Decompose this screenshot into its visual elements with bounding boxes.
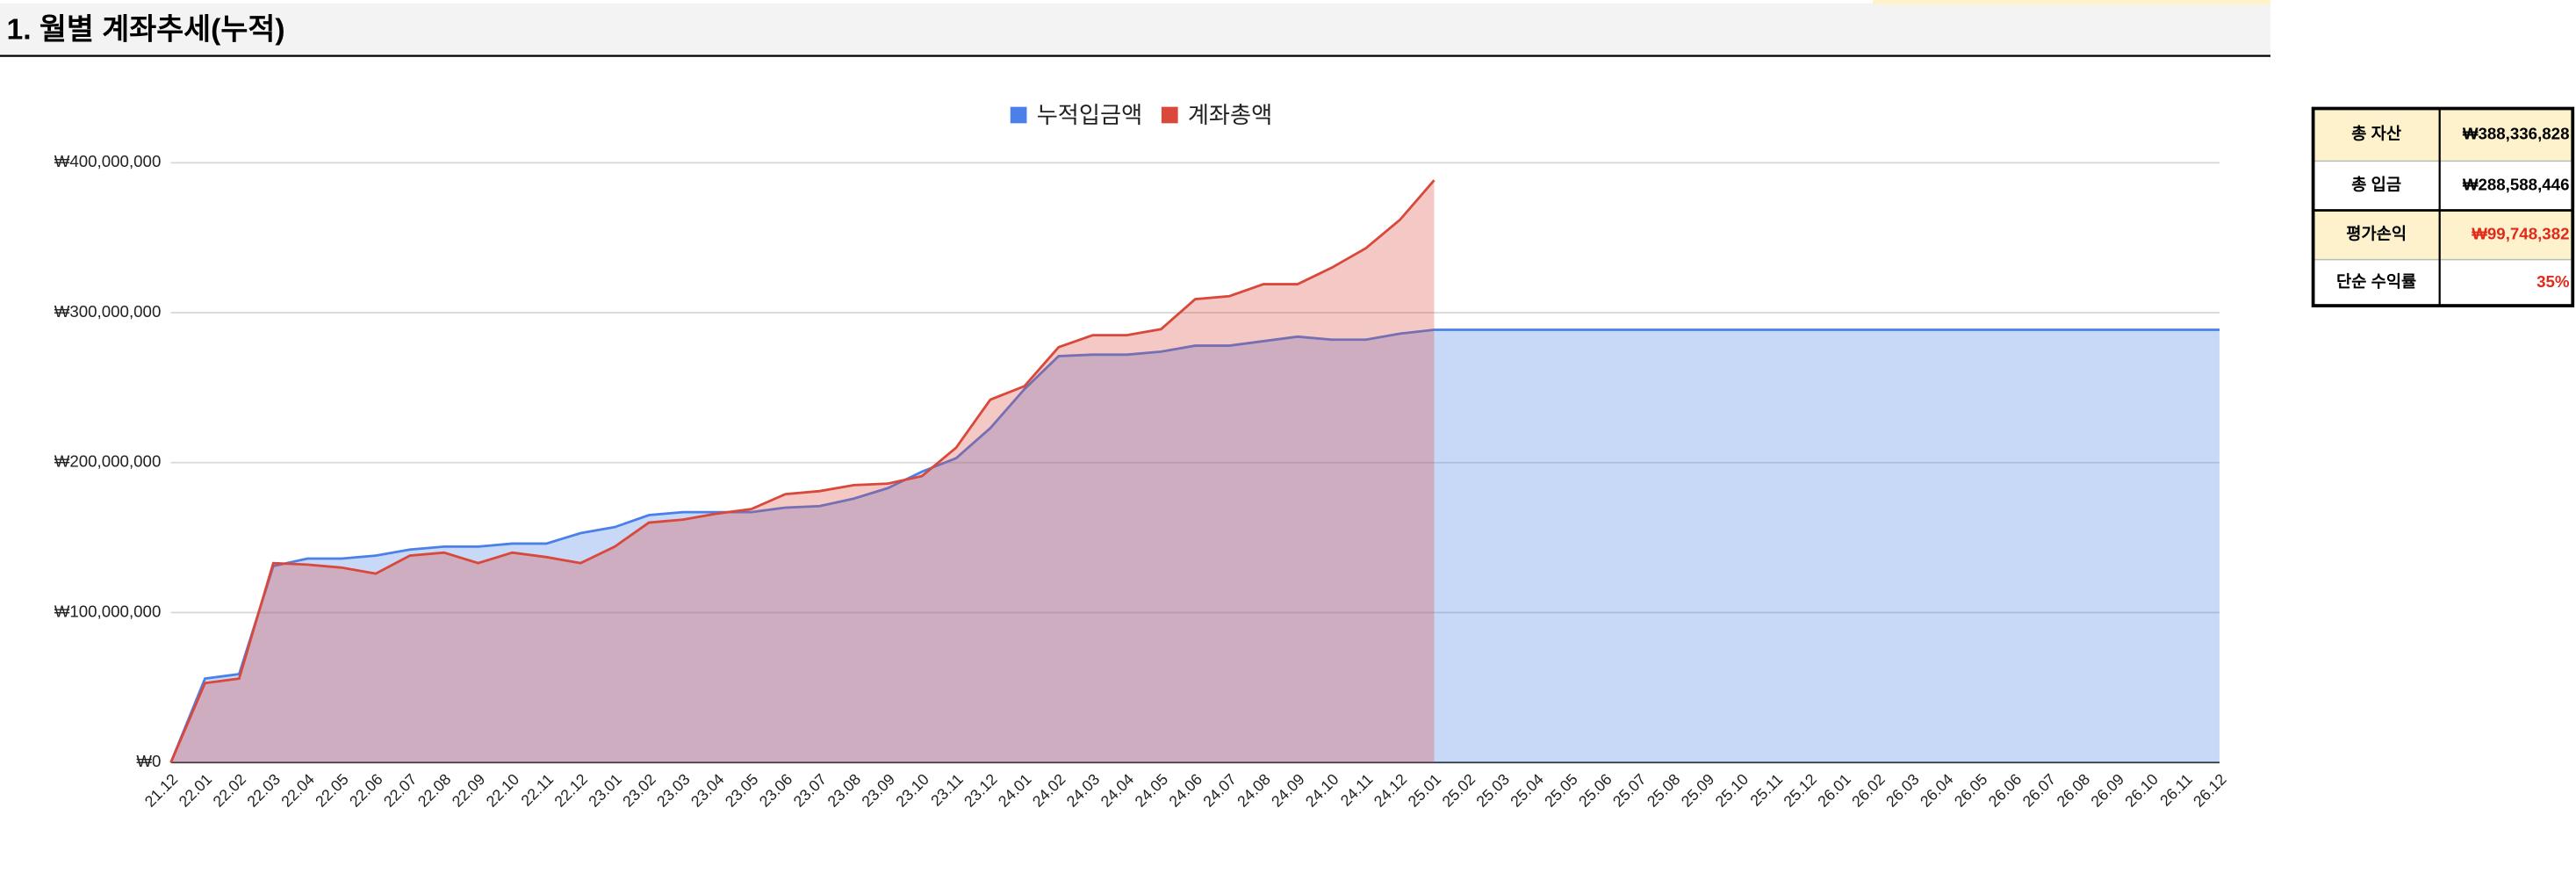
summary-label: 평가손익: [2346, 225, 2407, 243]
value-cell: [2439, 210, 2573, 260]
x-tick-label: 23.04: [687, 770, 728, 811]
x-tick-label: 25.11: [1747, 770, 1787, 810]
label-cell: [2313, 210, 2440, 260]
x-tick-label: 24.06: [1165, 770, 1205, 811]
value-cell: [2439, 161, 2573, 211]
x-tick-label: 26.10: [2121, 770, 2162, 811]
x-tick-label: 24.08: [1234, 770, 1274, 811]
x-tick-label: 25.08: [1644, 770, 1684, 811]
summary-value: ₩288,588,446: [2463, 175, 2570, 193]
summary-label: 총 입금: [2351, 175, 2401, 193]
x-tick-label: 25.12: [1780, 770, 1820, 811]
y-tick-label: ₩100,000,000: [54, 602, 162, 620]
x-tick-label: 26.12: [2190, 770, 2230, 811]
label-cell: [2313, 161, 2440, 211]
legend-swatch: [1010, 106, 1027, 124]
x-tick-label: 24.12: [1371, 770, 1411, 811]
x-tick-label: 22.09: [449, 770, 489, 811]
y-tick-label: ₩300,000,000: [54, 302, 162, 321]
value-cell: [2439, 108, 2573, 162]
x-tick-label: 23.10: [892, 770, 932, 811]
summary-label: 단순 수익률: [2336, 272, 2416, 291]
y-tick-label: ₩200,000,000: [54, 452, 162, 471]
series-area: [170, 329, 2220, 763]
x-tick-label: 23.02: [619, 770, 659, 811]
x-tick-label: 22.12: [550, 770, 591, 811]
x-tick-label: 23.03: [653, 770, 694, 811]
y-tick-label: ₩0: [136, 752, 161, 770]
x-tick-label: 23.08: [824, 770, 865, 811]
chart: ₩0 ₩100,000,000 ₩200,000,000 ₩300,000,000 ₩4…: [54, 102, 2230, 811]
x-tick-label: 24.10: [1302, 770, 1342, 811]
summary-value: 35%: [2536, 272, 2570, 291]
x-tick-label: 26.07: [2019, 770, 2060, 811]
legend-label: 누적입금액: [1037, 102, 1142, 128]
summary-label: 총 자산: [2351, 124, 2401, 142]
x-tick-label: 26.06: [1985, 770, 2026, 811]
x-tick-label: 22.06: [346, 770, 386, 811]
label-cell: [2313, 108, 2440, 162]
table-border: [2311, 106, 2575, 307]
x-tick-label: 26.04: [1917, 770, 1957, 811]
header-accent: [1873, 0, 2270, 5]
x-tick-label: 26.01: [1814, 770, 1854, 811]
label-cell: [2313, 259, 2440, 307]
x-tick-label: 23.05: [722, 770, 762, 811]
x-tick-label: 22.05: [312, 770, 352, 811]
x-tick-label: 25.01: [1405, 770, 1445, 811]
x-tick-label: 22.07: [380, 770, 421, 811]
x-tick-label: 24.02: [1029, 770, 1069, 811]
x-tick-label: 22.11: [517, 770, 557, 810]
x-tick-label: 22.04: [277, 770, 318, 811]
x-tick-label: 25.02: [1439, 770, 1479, 811]
x-tick-label: 26.11: [2156, 770, 2196, 810]
x-tick-label: 22.03: [243, 770, 284, 811]
x-tick-label: 22.08: [414, 770, 455, 811]
x-tick-label: 25.03: [1472, 770, 1513, 811]
x-tick-label: 26.03: [1882, 770, 1923, 811]
legend-label: 계좌총액: [1188, 102, 1272, 128]
value-cell: [2439, 259, 2573, 307]
x-tick-label: 24.07: [1199, 770, 1240, 811]
x-tick-label: 23.01: [585, 770, 625, 811]
x-tick-label: 23.09: [858, 770, 898, 811]
x-tick-label: 25.07: [1609, 770, 1650, 811]
series-area: [170, 180, 1435, 763]
x-tick-label: 24.04: [1097, 770, 1138, 811]
series-line: [169, 179, 1436, 763]
x-tick-label: 22.01: [176, 770, 216, 811]
x-tick-label: 26.09: [2087, 770, 2127, 811]
summary-value: ₩388,336,828: [2463, 124, 2570, 142]
x-tick-label: 23.12: [961, 770, 1001, 811]
legend-swatch: [1161, 106, 1178, 124]
x-tick-label: 23.11: [927, 770, 967, 810]
x-tick-label: 24.05: [1132, 770, 1172, 811]
x-tick-label: 25.09: [1678, 770, 1718, 811]
x-tick-label: 23.07: [790, 770, 831, 811]
x-tick-label: 24.01: [995, 770, 1035, 811]
summary-value: ₩99,748,382: [2472, 225, 2569, 243]
x-tick-label: 21.12: [141, 770, 182, 811]
x-tick-label: 22.02: [210, 770, 250, 811]
x-tick-label: 25.05: [1541, 770, 1581, 811]
page-title: 1. 월별 계좌추세(누적): [6, 12, 284, 46]
summary-table: 총 자산 ₩388,336,828 총 입금 ₩288,588,446 평가손익 ₩99,…: [2311, 106, 2575, 307]
x-tick-label: 24.03: [1063, 770, 1104, 811]
header-bar: [0, 3, 2270, 56]
x-tick-label: 24.11: [1337, 770, 1377, 810]
x-tick-label: 25.04: [1507, 770, 1547, 811]
y-tick-label: ₩400,000,000: [54, 152, 162, 170]
series-line: [169, 328, 2220, 763]
x-tick-label: 25.10: [1712, 770, 1752, 811]
x-tick-label: 25.06: [1575, 770, 1615, 811]
x-tick-label: 26.08: [2054, 770, 2094, 811]
x-tick-label: 24.09: [1268, 770, 1308, 811]
x-tick-label: 23.06: [756, 770, 796, 811]
x-tick-label: 22.10: [483, 770, 523, 811]
x-tick-label: 26.02: [1848, 770, 1889, 811]
x-tick-label: 26.05: [1951, 770, 1991, 811]
